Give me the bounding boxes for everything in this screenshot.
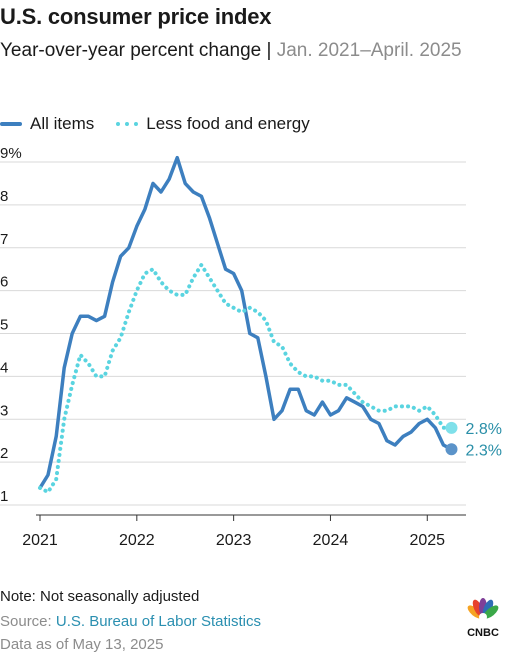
x-tick-label: 2023 <box>216 532 252 549</box>
source-line: Source: U.S. Bureau of Labor Statistics <box>0 613 261 630</box>
logo-text: CNBC <box>467 627 499 638</box>
x-tick-label: 2025 <box>409 532 445 549</box>
x-tick-label: 2024 <box>313 532 349 549</box>
source-prefix: Source: <box>0 613 52 630</box>
end-label-core: 2.8% <box>465 421 501 438</box>
series-line-all-items <box>38 155 454 490</box>
legend-label-core: Less food and energy <box>146 114 310 133</box>
y-tick-label: 1 <box>0 488 8 505</box>
cnbc-logo: CNBC <box>461 598 505 639</box>
legend: All items Less food and energy <box>0 113 332 135</box>
series-line-core <box>38 262 454 495</box>
chart-subtitle: Year-over-year percent change | Jan. 202… <box>0 38 470 64</box>
legend-item-core: Less food and energy <box>116 114 310 134</box>
subtitle-range: Jan. 2021–April. 2025 <box>276 40 462 61</box>
chart-title: U.S. consumer price index <box>0 4 272 29</box>
source-link[interactable]: U.S. Bureau of Labor Statistics <box>55 613 261 630</box>
x-tick-label: 2022 <box>119 532 155 549</box>
end-marker-core <box>445 421 458 434</box>
y-tick-label: 8 <box>0 188 8 205</box>
legend-swatch-dotted <box>116 122 139 126</box>
end-marker-all-items <box>445 443 458 456</box>
subtitle-text: Year-over-year percent change | <box>0 40 272 61</box>
footnote: Note: Not seasonally adjusted <box>0 588 200 605</box>
x-tick-label: 2021 <box>22 532 58 549</box>
legend-swatch-solid <box>0 122 22 126</box>
y-tick-label: 6 <box>0 274 8 291</box>
line-chart: 1 2 3 4 5 6 7 8 9% 2021 2022 2023 2024 2025 2.3% 2.8% <box>0 148 502 549</box>
data-date: Data as of May 13, 2025 <box>0 636 164 653</box>
y-tick-label: 4 <box>0 359 8 376</box>
y-tick-label: 2 <box>0 445 8 462</box>
y-tick-label: 9% <box>0 148 22 162</box>
end-label-all-items: 2.3% <box>465 442 501 459</box>
y-tick-label: 7 <box>0 231 8 248</box>
peacock-icon: CNBC <box>467 598 499 639</box>
legend-label-all-items: All items <box>30 114 95 133</box>
y-tick-label: 3 <box>0 402 8 419</box>
y-tick-label: 5 <box>0 317 8 334</box>
legend-item-all-items: All items <box>0 114 94 134</box>
